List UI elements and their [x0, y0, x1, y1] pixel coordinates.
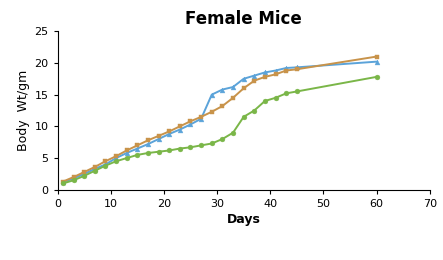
- hoho: [60, 182, 66, 185]
- †† Control: [294, 66, 299, 69]
- † ho: [252, 79, 257, 82]
- †† Control: [374, 60, 379, 63]
- †† Control: [273, 69, 278, 72]
- Title: Female Mice: Female Mice: [185, 10, 302, 28]
- †† Control: [209, 93, 214, 96]
- †† Control: [92, 167, 97, 170]
- Line: †† Control: †† Control: [61, 59, 379, 185]
- hoho: [82, 174, 87, 177]
- † ho: [241, 87, 246, 90]
- hoho: [284, 92, 289, 95]
- hoho: [113, 160, 119, 163]
- †† Control: [135, 147, 140, 150]
- †† Control: [113, 157, 119, 160]
- † ho: [220, 105, 225, 108]
- †† Control: [167, 132, 172, 135]
- † ho: [135, 144, 140, 147]
- † ho: [188, 120, 193, 123]
- † ho: [113, 155, 119, 158]
- hoho: [273, 96, 278, 99]
- † ho: [209, 110, 214, 113]
- † ho: [145, 139, 151, 142]
- †† Control: [103, 163, 108, 166]
- hoho: [241, 115, 246, 118]
- †† Control: [252, 74, 257, 77]
- hoho: [262, 99, 268, 102]
- hoho: [103, 164, 108, 167]
- hoho: [167, 149, 172, 152]
- Line: † ho: † ho: [61, 54, 379, 184]
- †† Control: [60, 181, 66, 184]
- †† Control: [284, 67, 289, 70]
- hoho: [177, 147, 183, 150]
- † ho: [177, 125, 183, 128]
- †† Control: [262, 71, 268, 74]
- hoho: [92, 169, 97, 172]
- hoho: [71, 179, 76, 182]
- †† Control: [82, 172, 87, 176]
- hoho: [145, 151, 151, 154]
- X-axis label: Days: Days: [227, 213, 260, 226]
- † ho: [103, 160, 108, 163]
- †† Control: [145, 142, 151, 146]
- † ho: [167, 130, 172, 133]
- hoho: [294, 90, 299, 93]
- Y-axis label: Body  Wt/gm: Body Wt/gm: [17, 70, 30, 151]
- † ho: [156, 134, 161, 138]
- hoho: [374, 75, 379, 79]
- †† Control: [220, 88, 225, 91]
- hoho: [252, 109, 257, 112]
- Line: hoho: hoho: [61, 74, 379, 186]
- † ho: [294, 68, 299, 71]
- †† Control: [198, 117, 204, 120]
- †† Control: [241, 77, 246, 80]
- †† Control: [230, 86, 236, 89]
- †† Control: [124, 151, 129, 154]
- † ho: [262, 75, 268, 79]
- hoho: [124, 157, 129, 160]
- hoho: [188, 146, 193, 149]
- hoho: [209, 142, 214, 145]
- hoho: [230, 131, 236, 134]
- hoho: [156, 150, 161, 153]
- †† Control: [156, 138, 161, 141]
- † ho: [124, 149, 129, 152]
- † ho: [230, 96, 236, 99]
- †† Control: [188, 123, 193, 126]
- hoho: [135, 153, 140, 157]
- † ho: [284, 69, 289, 72]
- † ho: [71, 176, 76, 179]
- † ho: [60, 180, 66, 183]
- † ho: [92, 165, 97, 168]
- †† Control: [177, 128, 183, 131]
- † ho: [198, 115, 204, 118]
- † ho: [273, 73, 278, 76]
- † ho: [82, 171, 87, 174]
- hoho: [220, 138, 225, 141]
- hoho: [198, 144, 204, 147]
- † ho: [374, 55, 379, 58]
- †† Control: [71, 177, 76, 180]
